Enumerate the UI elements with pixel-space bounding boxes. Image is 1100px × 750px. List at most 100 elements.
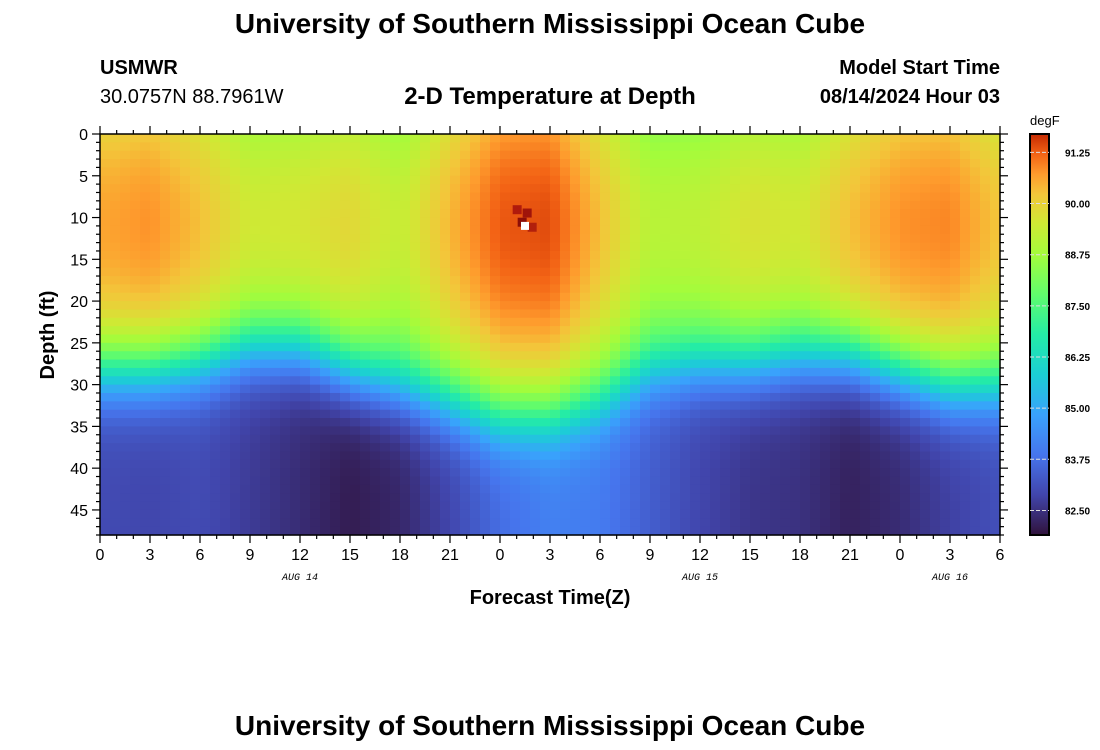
heatmap-cell <box>710 509 721 519</box>
heatmap-cell <box>880 217 891 227</box>
heatmap-cell <box>150 367 161 377</box>
heatmap-cell <box>290 351 301 361</box>
heatmap-cell <box>350 317 361 327</box>
heatmap-cell <box>410 184 421 194</box>
heatmap-cell <box>580 317 591 327</box>
heatmap-cell <box>800 326 811 336</box>
heatmap-cell <box>300 250 311 260</box>
heatmap-cell <box>120 142 131 152</box>
heatmap-cell <box>840 267 851 277</box>
heatmap-cell <box>280 200 291 210</box>
heatmap-cell <box>270 509 281 519</box>
heatmap-cell <box>980 342 991 352</box>
heatmap-cell <box>690 309 701 319</box>
heatmap-cell <box>720 167 731 177</box>
heatmap-cell <box>650 376 661 386</box>
heatmap-cell <box>280 376 291 386</box>
heatmap-cell <box>100 217 111 227</box>
heatmap-cell <box>110 443 121 453</box>
heatmap-cell <box>820 459 831 469</box>
heatmap-cell <box>960 250 971 260</box>
heatmap-cell <box>740 526 751 536</box>
heatmap-cell <box>340 175 351 185</box>
heatmap-cell <box>910 175 921 185</box>
heatmap-cell <box>920 326 931 336</box>
heatmap-cell <box>820 409 831 419</box>
heatmap-cell <box>250 184 261 194</box>
heatmap-cell <box>520 342 531 352</box>
heatmap-cell <box>480 142 491 152</box>
heatmap-cell <box>120 234 131 244</box>
heatmap-cell <box>780 301 791 311</box>
date-label: AUG 15 <box>681 573 718 584</box>
heatmap-cell <box>620 192 631 202</box>
heatmap-cell <box>890 426 901 436</box>
heatmap-cell <box>580 159 591 169</box>
heatmap-cell <box>490 259 501 269</box>
heatmap-cell <box>580 518 591 528</box>
heatmap-cell <box>360 267 371 277</box>
heatmap-cell <box>880 493 891 503</box>
heatmap-cell <box>950 175 961 185</box>
heatmap-cell <box>890 292 901 302</box>
heatmap-cell <box>420 451 431 461</box>
heatmap-cell <box>600 184 611 194</box>
heatmap-cell <box>480 351 491 361</box>
heatmap-cell <box>500 351 511 361</box>
heatmap-cell <box>590 309 601 319</box>
heatmap-cell <box>380 443 391 453</box>
heatmap-cell <box>120 326 131 336</box>
heatmap-cell <box>450 175 461 185</box>
heatmap-cell <box>110 451 121 461</box>
heatmap-cell <box>870 376 881 386</box>
heatmap-cell <box>970 451 981 461</box>
heatmap-cell <box>570 192 581 202</box>
heatmap-cell <box>480 292 491 302</box>
heatmap-cell <box>460 192 471 202</box>
heatmap-cell <box>640 459 651 469</box>
heatmap-cell <box>610 342 621 352</box>
heatmap-cell <box>280 276 291 285</box>
heatmap-cell <box>280 217 291 227</box>
heatmap-cell <box>130 200 141 210</box>
heatmap-cell <box>660 234 671 244</box>
heatmap-cell <box>460 234 471 244</box>
heatmap-cell <box>430 225 441 235</box>
heatmap-cell <box>400 301 411 311</box>
heatmap-cell <box>410 367 421 377</box>
heatmap-cell <box>660 209 671 219</box>
heatmap-cell <box>200 267 211 277</box>
heatmap-cell <box>790 367 801 377</box>
heatmap-cell <box>470 451 481 461</box>
heatmap-cell <box>260 234 271 244</box>
heatmap-cell <box>260 409 271 419</box>
heatmap-cell <box>210 317 221 327</box>
heatmap-cell <box>370 392 381 402</box>
heatmap-cell <box>650 384 661 394</box>
heatmap-cell <box>150 267 161 277</box>
heatmap-cell <box>670 175 681 185</box>
heatmap-cell <box>580 501 591 511</box>
heatmap-cell <box>460 501 471 511</box>
heatmap-cell <box>840 392 851 402</box>
heatmap-cell <box>700 376 711 386</box>
heatmap-cell <box>580 509 591 519</box>
heatmap-cell <box>280 418 291 427</box>
heatmap-cell <box>900 351 911 361</box>
heatmap-cell <box>210 267 221 277</box>
heatmap-cell <box>940 501 951 511</box>
heatmap-cell <box>810 200 821 210</box>
heatmap-cell <box>210 434 221 444</box>
heatmap-cell <box>930 250 941 260</box>
heatmap-cell <box>150 418 161 427</box>
heatmap-cell <box>520 409 531 419</box>
heatmap-cell <box>960 159 971 169</box>
heatmap-cell <box>460 426 471 436</box>
heatmap-cell <box>310 309 321 319</box>
heatmap-cell <box>330 443 341 453</box>
heatmap-cell <box>120 418 131 427</box>
heatmap-cell <box>950 468 961 478</box>
heatmap-cell <box>610 367 621 377</box>
heatmap-cell <box>410 434 421 444</box>
heatmap-cell <box>380 476 391 486</box>
